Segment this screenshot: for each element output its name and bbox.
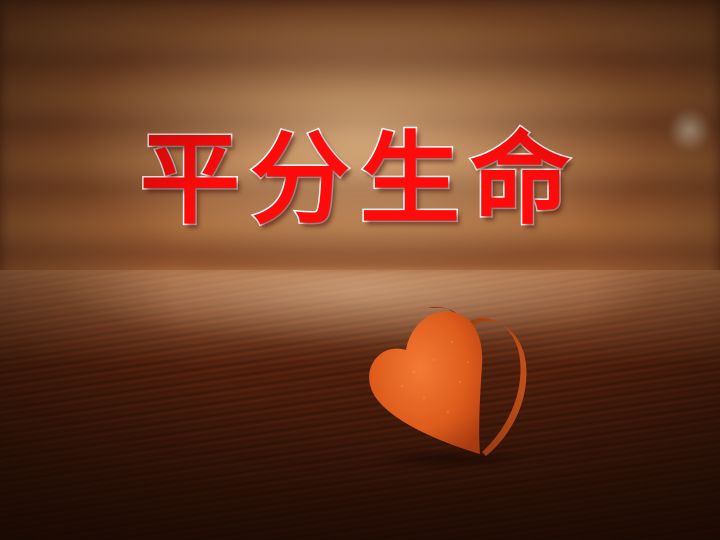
slide-title: 平分生命 [139,120,580,240]
heart-icon [364,302,534,472]
table-light-reflection [0,270,720,390]
